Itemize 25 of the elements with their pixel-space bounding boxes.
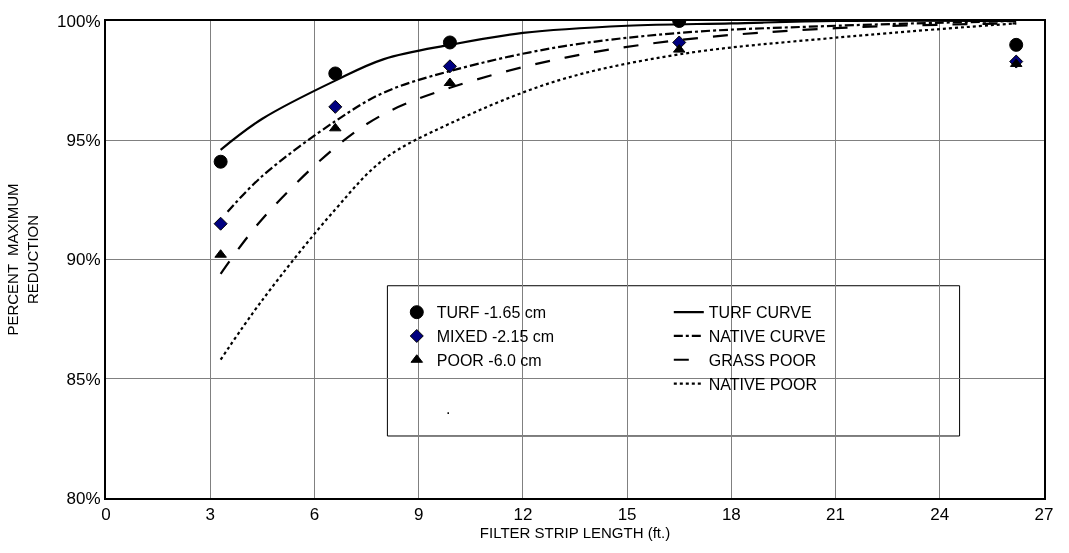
x-tick-label: 18 <box>721 505 741 525</box>
legend-label: GRASS POOR <box>708 352 817 370</box>
legend-label: NATIVE CURVE <box>708 328 826 346</box>
x-tick-label: 21 <box>826 505 846 525</box>
x-tick-label: 3 <box>205 505 215 525</box>
annotation: . <box>446 400 451 417</box>
y-tick-label: 100% <box>57 11 101 31</box>
y-tick-label: 95% <box>66 131 101 151</box>
legend-label: TURF -1.65 cm <box>436 304 547 322</box>
legend-label: NATIVE POOR <box>708 375 817 393</box>
x-tick-label: 24 <box>930 505 950 525</box>
y-tick-label: 80% <box>66 488 101 508</box>
y-tick-label: 85% <box>66 369 101 389</box>
y-axis-title: PERCENT MAXIMUM REDUCTION <box>4 183 41 336</box>
x-tick-label: 27 <box>1034 505 1054 525</box>
legend-label: MIXED -2.15 cm <box>436 328 555 346</box>
legend-label: POOR -6.0 cm <box>436 352 542 370</box>
x-tick-label: 6 <box>309 505 320 525</box>
x-tick-label: 9 <box>413 505 424 525</box>
x-tick-label: 0 <box>101 505 111 525</box>
x-tick-label: 15 <box>617 505 637 525</box>
y-tick-label: 90% <box>66 250 101 270</box>
x-tick-label: 12 <box>513 505 533 525</box>
legend-label: TURF CURVE <box>708 304 812 322</box>
x-axis-title: FILTER STRIP LENGTH (ft.) <box>479 524 671 542</box>
